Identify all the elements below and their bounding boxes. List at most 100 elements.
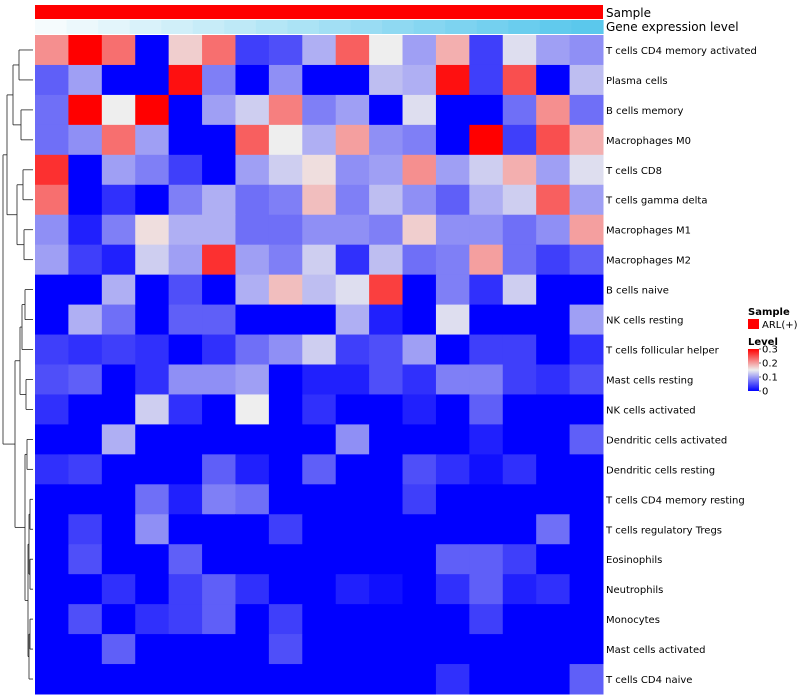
heatmap-cell	[502, 274, 537, 306]
heatmap-cell	[469, 364, 504, 395]
heatmap-cell	[402, 244, 437, 276]
heatmap-cell	[502, 304, 537, 336]
heatmap-cell	[369, 424, 404, 455]
heatmap-cell	[168, 364, 203, 395]
heatmap-cell	[435, 154, 470, 186]
heatmap-cell	[469, 154, 504, 186]
heatmap-cell	[135, 484, 170, 515]
gene-expression-track-cell	[319, 20, 352, 34]
heatmap-cell	[502, 454, 537, 485]
heatmap-cell	[235, 484, 270, 515]
heatmap-cell	[202, 35, 236, 66]
heatmap-cell	[35, 214, 69, 246]
heatmap-cell	[502, 184, 537, 216]
heatmap-cell	[335, 64, 370, 96]
heatmap-cell	[536, 334, 571, 365]
heatmap-cell	[435, 454, 470, 485]
heatmap-cell	[168, 454, 203, 485]
heatmap-cell	[268, 154, 303, 186]
heatmap-cell	[101, 124, 136, 156]
heatmap-cell	[35, 94, 69, 126]
heatmap-cell	[68, 124, 103, 156]
gene-expression-track-cell	[35, 20, 68, 34]
heatmap-cell	[402, 514, 437, 545]
heatmap-cell	[369, 664, 404, 695]
heatmap-cell	[35, 514, 69, 545]
heatmap-cell	[35, 424, 69, 455]
heatmap-cell	[302, 364, 337, 395]
heatmap-cell	[235, 184, 270, 216]
legend-sample-swatch	[748, 319, 759, 329]
legend-tick-label: 0.2	[762, 359, 778, 370]
heatmap-cell	[502, 544, 537, 575]
heatmap-cell	[202, 364, 236, 395]
heatmap-cell	[202, 274, 236, 306]
row-label: Mast cells activated	[606, 645, 705, 656]
row-labels: T cells CD4 memory activated Plasma cells…	[605, 46, 757, 686]
heatmap-cell	[435, 394, 470, 425]
heatmap-cell	[536, 35, 571, 66]
row-label: Eosinophils	[606, 555, 662, 566]
heatmap-cell	[235, 394, 270, 425]
heatmap-cell	[235, 364, 270, 395]
heatmap-cell	[502, 214, 537, 246]
heatmap-cell	[502, 35, 537, 66]
heatmap-cell	[369, 334, 404, 365]
heatmap-cell	[35, 304, 69, 336]
heatmap-cell	[68, 35, 103, 66]
heatmap-cell	[202, 664, 236, 695]
heatmap-cell	[536, 274, 571, 306]
heatmap-cell	[469, 184, 504, 216]
heatmap-cell	[68, 424, 103, 455]
heatmap-cell	[502, 484, 537, 515]
heatmap-cell	[335, 664, 370, 695]
heatmap-cell	[168, 184, 203, 216]
heatmap-cell	[369, 604, 404, 635]
heatmap-cell	[68, 544, 103, 575]
heatmap-cell	[268, 424, 303, 455]
heatmap-cell	[235, 604, 270, 635]
heatmap-cell	[402, 94, 437, 126]
heatmap-cell	[68, 364, 103, 395]
track-label-sample: Sample	[606, 6, 651, 20]
heatmap-cell	[101, 244, 136, 276]
gene-expression-track-cell	[192, 20, 225, 34]
heatmap-cell	[202, 514, 236, 545]
heatmap-cell	[135, 664, 170, 695]
heatmap-cell	[502, 394, 537, 425]
heatmap-cell	[302, 664, 337, 695]
heatmap-cell	[168, 544, 203, 575]
heatmap-cell	[569, 334, 604, 365]
heatmap-cell	[168, 394, 203, 425]
heatmap-cell	[235, 124, 270, 156]
heatmap-cell	[435, 544, 470, 575]
annotation-tracks	[35, 5, 604, 34]
gene-expression-track-cell	[571, 20, 604, 34]
heatmap-cell	[135, 394, 170, 425]
row-label: T cells regulatory Tregs	[605, 525, 722, 536]
heatmap-cell	[536, 484, 571, 515]
heatmap-cell	[302, 334, 337, 365]
heatmap-cell	[502, 154, 537, 186]
heatmap-cell	[469, 244, 504, 276]
heatmap-cell	[536, 604, 571, 635]
heatmap-cell	[335, 214, 370, 246]
heatmap-cell	[35, 124, 69, 156]
heatmap-cell	[168, 634, 203, 665]
heatmap-cell	[101, 184, 136, 216]
heatmap-cell	[435, 574, 470, 605]
heatmap-cell	[369, 574, 404, 605]
heatmap-cell	[235, 274, 270, 306]
heatmap-cell	[235, 424, 270, 455]
heatmap-cell	[536, 514, 571, 545]
heatmap-cell	[235, 544, 270, 575]
heatmap-cell	[302, 274, 337, 306]
legend-tick-label: 0.3	[762, 345, 778, 356]
heatmap-cell	[469, 64, 504, 96]
heatmap-cell	[469, 574, 504, 605]
heatmap-cell	[168, 604, 203, 635]
heatmap-cell	[335, 364, 370, 395]
heatmap-cell	[435, 364, 470, 395]
row-label: B cells memory	[606, 106, 683, 117]
